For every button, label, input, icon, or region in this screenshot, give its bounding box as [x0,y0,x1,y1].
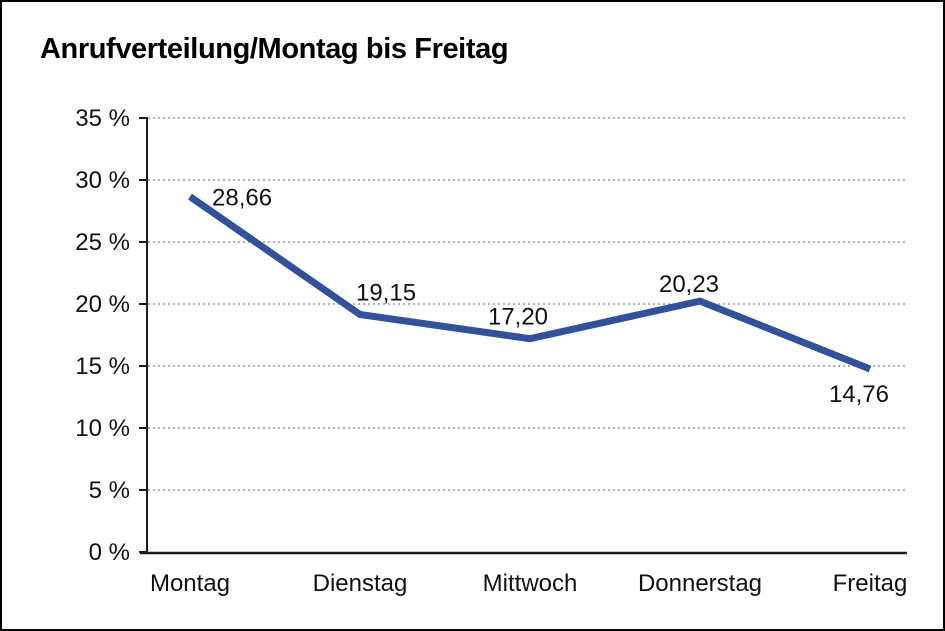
data-point-label: 17,20 [488,304,548,331]
x-category-label: Dienstag [313,570,408,597]
x-category-label: Donnerstag [638,570,762,597]
data-point-label: 20,23 [659,271,719,298]
y-tick-label: 35 % [75,105,130,132]
y-tick-label: 15 % [75,353,130,380]
y-tick-label: 30 % [75,167,130,194]
y-tick-label: 25 % [75,229,130,256]
data-point-label: 28,66 [212,185,272,212]
y-tick-label: 5 % [89,477,130,504]
data-point-label: 19,15 [356,280,416,307]
y-tick-label: 0 % [89,539,130,566]
x-category-label: Freitag [833,570,908,597]
y-tick-label: 10 % [75,415,130,442]
x-category-label: Mittwoch [483,570,578,597]
chart-title: Anrufverteilung/Montag bis Freitag [40,33,509,65]
x-category-label: Montag [150,570,230,597]
data-point-label: 14,76 [829,381,889,408]
y-tick-label: 20 % [75,291,130,318]
series-line [188,193,872,373]
